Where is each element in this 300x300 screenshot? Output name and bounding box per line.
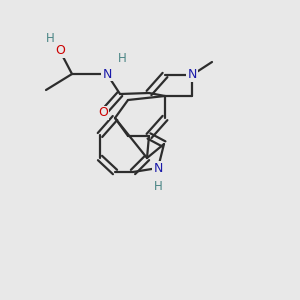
Text: H: H (118, 52, 126, 64)
Text: N: N (102, 68, 112, 80)
Text: O: O (55, 44, 65, 58)
Text: H: H (46, 32, 54, 44)
Text: N: N (153, 161, 163, 175)
Text: N: N (187, 68, 197, 82)
Text: O: O (98, 106, 108, 119)
Text: H: H (154, 181, 162, 194)
